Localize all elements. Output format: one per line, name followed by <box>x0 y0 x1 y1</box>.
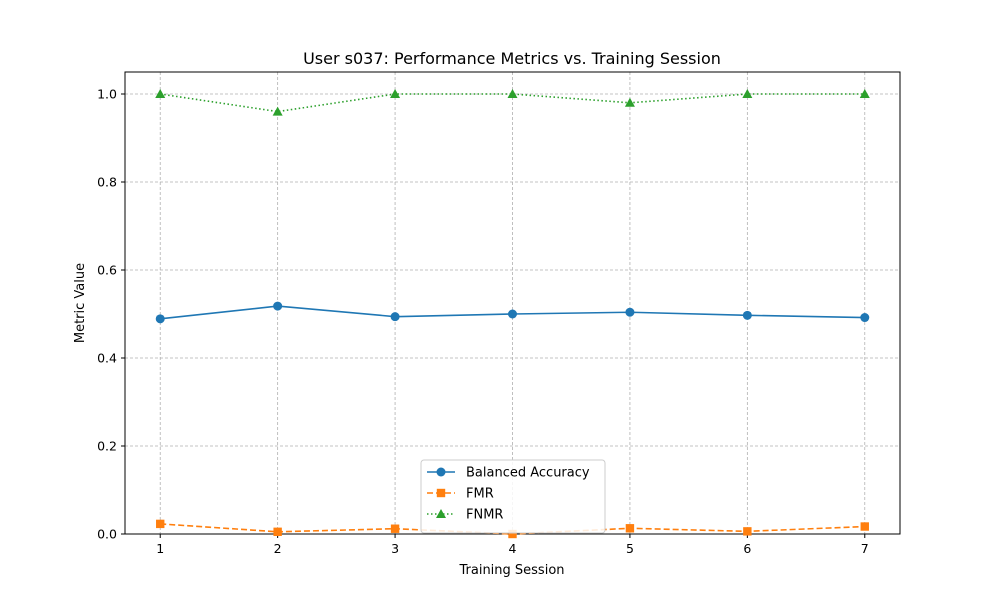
x-tick-label: 6 <box>743 541 751 556</box>
series-balanced-accuracy <box>155 301 870 324</box>
data-point-fnmr <box>624 97 635 107</box>
legend-label: Balanced Accuracy <box>466 466 590 481</box>
data-point-balanced-accuracy <box>390 312 400 322</box>
x-axis-label: Training Session <box>458 563 564 578</box>
legend-entry-fnmr: FNMR <box>427 508 503 523</box>
data-point-balanced-accuracy <box>625 307 635 317</box>
data-point-fnmr <box>155 89 166 98</box>
data-point-fmr <box>743 527 752 536</box>
chart-title: User s037: Performance Metrics vs. Train… <box>303 49 721 68</box>
y-tick-label: 0.2 <box>97 439 117 454</box>
x-tick-label: 2 <box>274 541 282 556</box>
data-point-fnmr <box>742 89 753 98</box>
series-fmr <box>156 519 869 539</box>
y-tick-label: 0.4 <box>97 351 117 366</box>
data-point-fmr <box>156 519 165 529</box>
data-point-balanced-accuracy <box>860 313 870 323</box>
y-tick-label: 1.0 <box>97 87 117 102</box>
x-tick-label: 1 <box>156 541 164 556</box>
legend-marker <box>436 509 446 518</box>
data-point-fmr <box>508 529 517 539</box>
data-point-fmr <box>390 524 400 533</box>
data-point-fmr <box>273 527 282 536</box>
legend-label: FMR <box>466 487 494 502</box>
legend-marker <box>436 467 446 477</box>
x-tick-label: 4 <box>509 541 517 556</box>
y-tick-label: 0.6 <box>97 263 117 278</box>
series <box>155 89 870 539</box>
legend-marker <box>436 488 446 498</box>
x-tick-label: 3 <box>391 541 399 556</box>
legend-box <box>420 459 606 534</box>
data-point-fnmr <box>390 89 401 98</box>
data-point-fmr <box>860 522 869 531</box>
ticks: 1 2 3 4 5 6 7 0.0 0.2 0.4 0.6 0.8 1.0 <box>97 87 869 557</box>
legend-entry-balanced-accuracy: Balanced Accuracy <box>427 466 590 481</box>
data-point-fnmr <box>859 89 870 98</box>
y-axis-label: Metric Value <box>73 263 88 343</box>
data-point-balanced-accuracy <box>155 314 165 324</box>
y-tick-label: 0.0 <box>97 527 117 542</box>
data-point-balanced-accuracy <box>273 301 283 311</box>
legend: Balanced Accuracy FMR FNMR <box>420 459 606 534</box>
y-tick-label: 0.8 <box>97 175 117 190</box>
legend-label: FNMR <box>466 508 503 523</box>
data-point-fmr <box>625 524 635 533</box>
grid <box>125 72 900 535</box>
data-point-fnmr <box>507 89 518 98</box>
data-point-balanced-accuracy <box>508 309 517 319</box>
data-point-fnmr <box>272 106 283 116</box>
x-tick-label: 5 <box>626 541 634 556</box>
x-tick-label: 7 <box>861 541 869 556</box>
legend-entry-fmr: FMR <box>427 487 494 502</box>
data-point-balanced-accuracy <box>742 310 752 320</box>
series-fnmr <box>155 89 870 116</box>
